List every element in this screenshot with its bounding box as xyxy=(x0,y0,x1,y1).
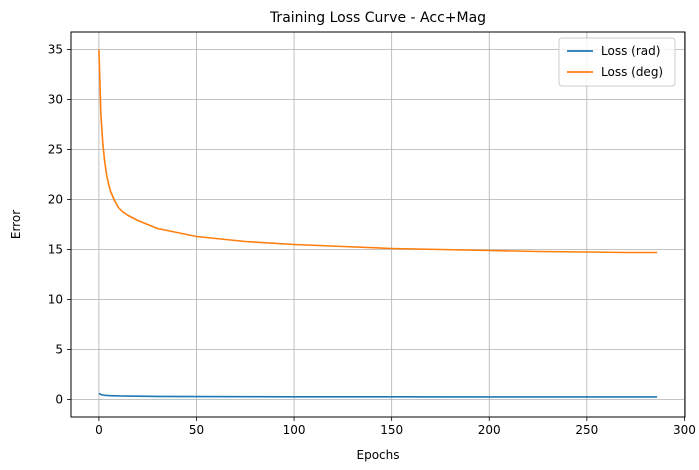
y-tick-label: 0 xyxy=(55,393,63,407)
x-tick-label: 200 xyxy=(478,423,501,437)
x-tick-label: 300 xyxy=(673,423,696,437)
y-tick-label: 20 xyxy=(48,193,63,207)
grid xyxy=(71,32,685,417)
series-layer xyxy=(98,49,658,398)
x-tick-label: 0 xyxy=(95,423,103,437)
series-line xyxy=(98,392,658,398)
legend: Loss (rad) Loss (deg) xyxy=(558,37,676,87)
axes-frame xyxy=(70,31,686,418)
y-tick-label: 30 xyxy=(48,93,63,107)
y-axis-label: Error xyxy=(9,210,23,239)
chart-title: Training Loss Curve - Acc+Mag xyxy=(269,10,486,26)
ticks: 0 50 100 150 200 250 300 0 5 10 15 20 25 30 35 xyxy=(48,43,696,438)
x-tick-label: 50 xyxy=(189,423,204,437)
legend-label: Loss (rad) xyxy=(601,44,660,58)
legend-label: Loss (deg) xyxy=(601,65,663,79)
y-tick-label: 35 xyxy=(48,43,63,57)
x-tick-label: 250 xyxy=(575,423,598,437)
legend-box xyxy=(558,37,676,87)
x-tick-label: 150 xyxy=(380,423,403,437)
y-tick-label: 15 xyxy=(48,243,63,257)
y-tick-label: 25 xyxy=(48,143,63,157)
series-line xyxy=(98,49,658,254)
x-axis-label: Epochs xyxy=(357,448,400,462)
y-tick-label: 10 xyxy=(48,293,63,307)
x-tick-label: 100 xyxy=(283,423,306,437)
y-tick-label: 5 xyxy=(55,343,63,357)
